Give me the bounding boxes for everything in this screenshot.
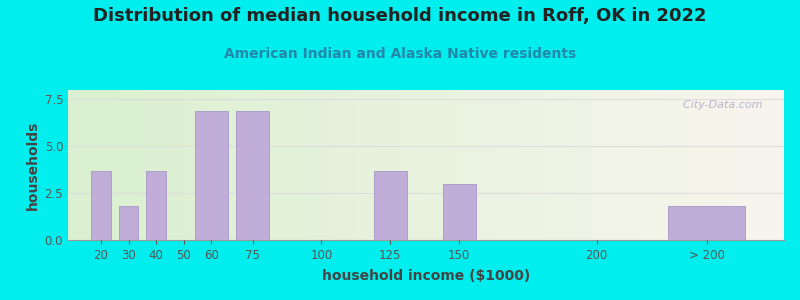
Bar <box>374 171 406 240</box>
Bar <box>442 184 475 240</box>
Text: Distribution of median household income in Roff, OK in 2022: Distribution of median household income … <box>94 8 706 26</box>
Bar <box>91 171 110 240</box>
Bar <box>119 206 138 240</box>
Bar <box>146 171 166 240</box>
Y-axis label: households: households <box>26 120 40 210</box>
Bar <box>236 111 269 240</box>
Text: American Indian and Alaska Native residents: American Indian and Alaska Native reside… <box>224 46 576 61</box>
Bar <box>668 206 746 240</box>
X-axis label: household income ($1000): household income ($1000) <box>322 269 530 283</box>
Bar <box>194 111 228 240</box>
Text: City-Data.com: City-Data.com <box>676 100 762 110</box>
